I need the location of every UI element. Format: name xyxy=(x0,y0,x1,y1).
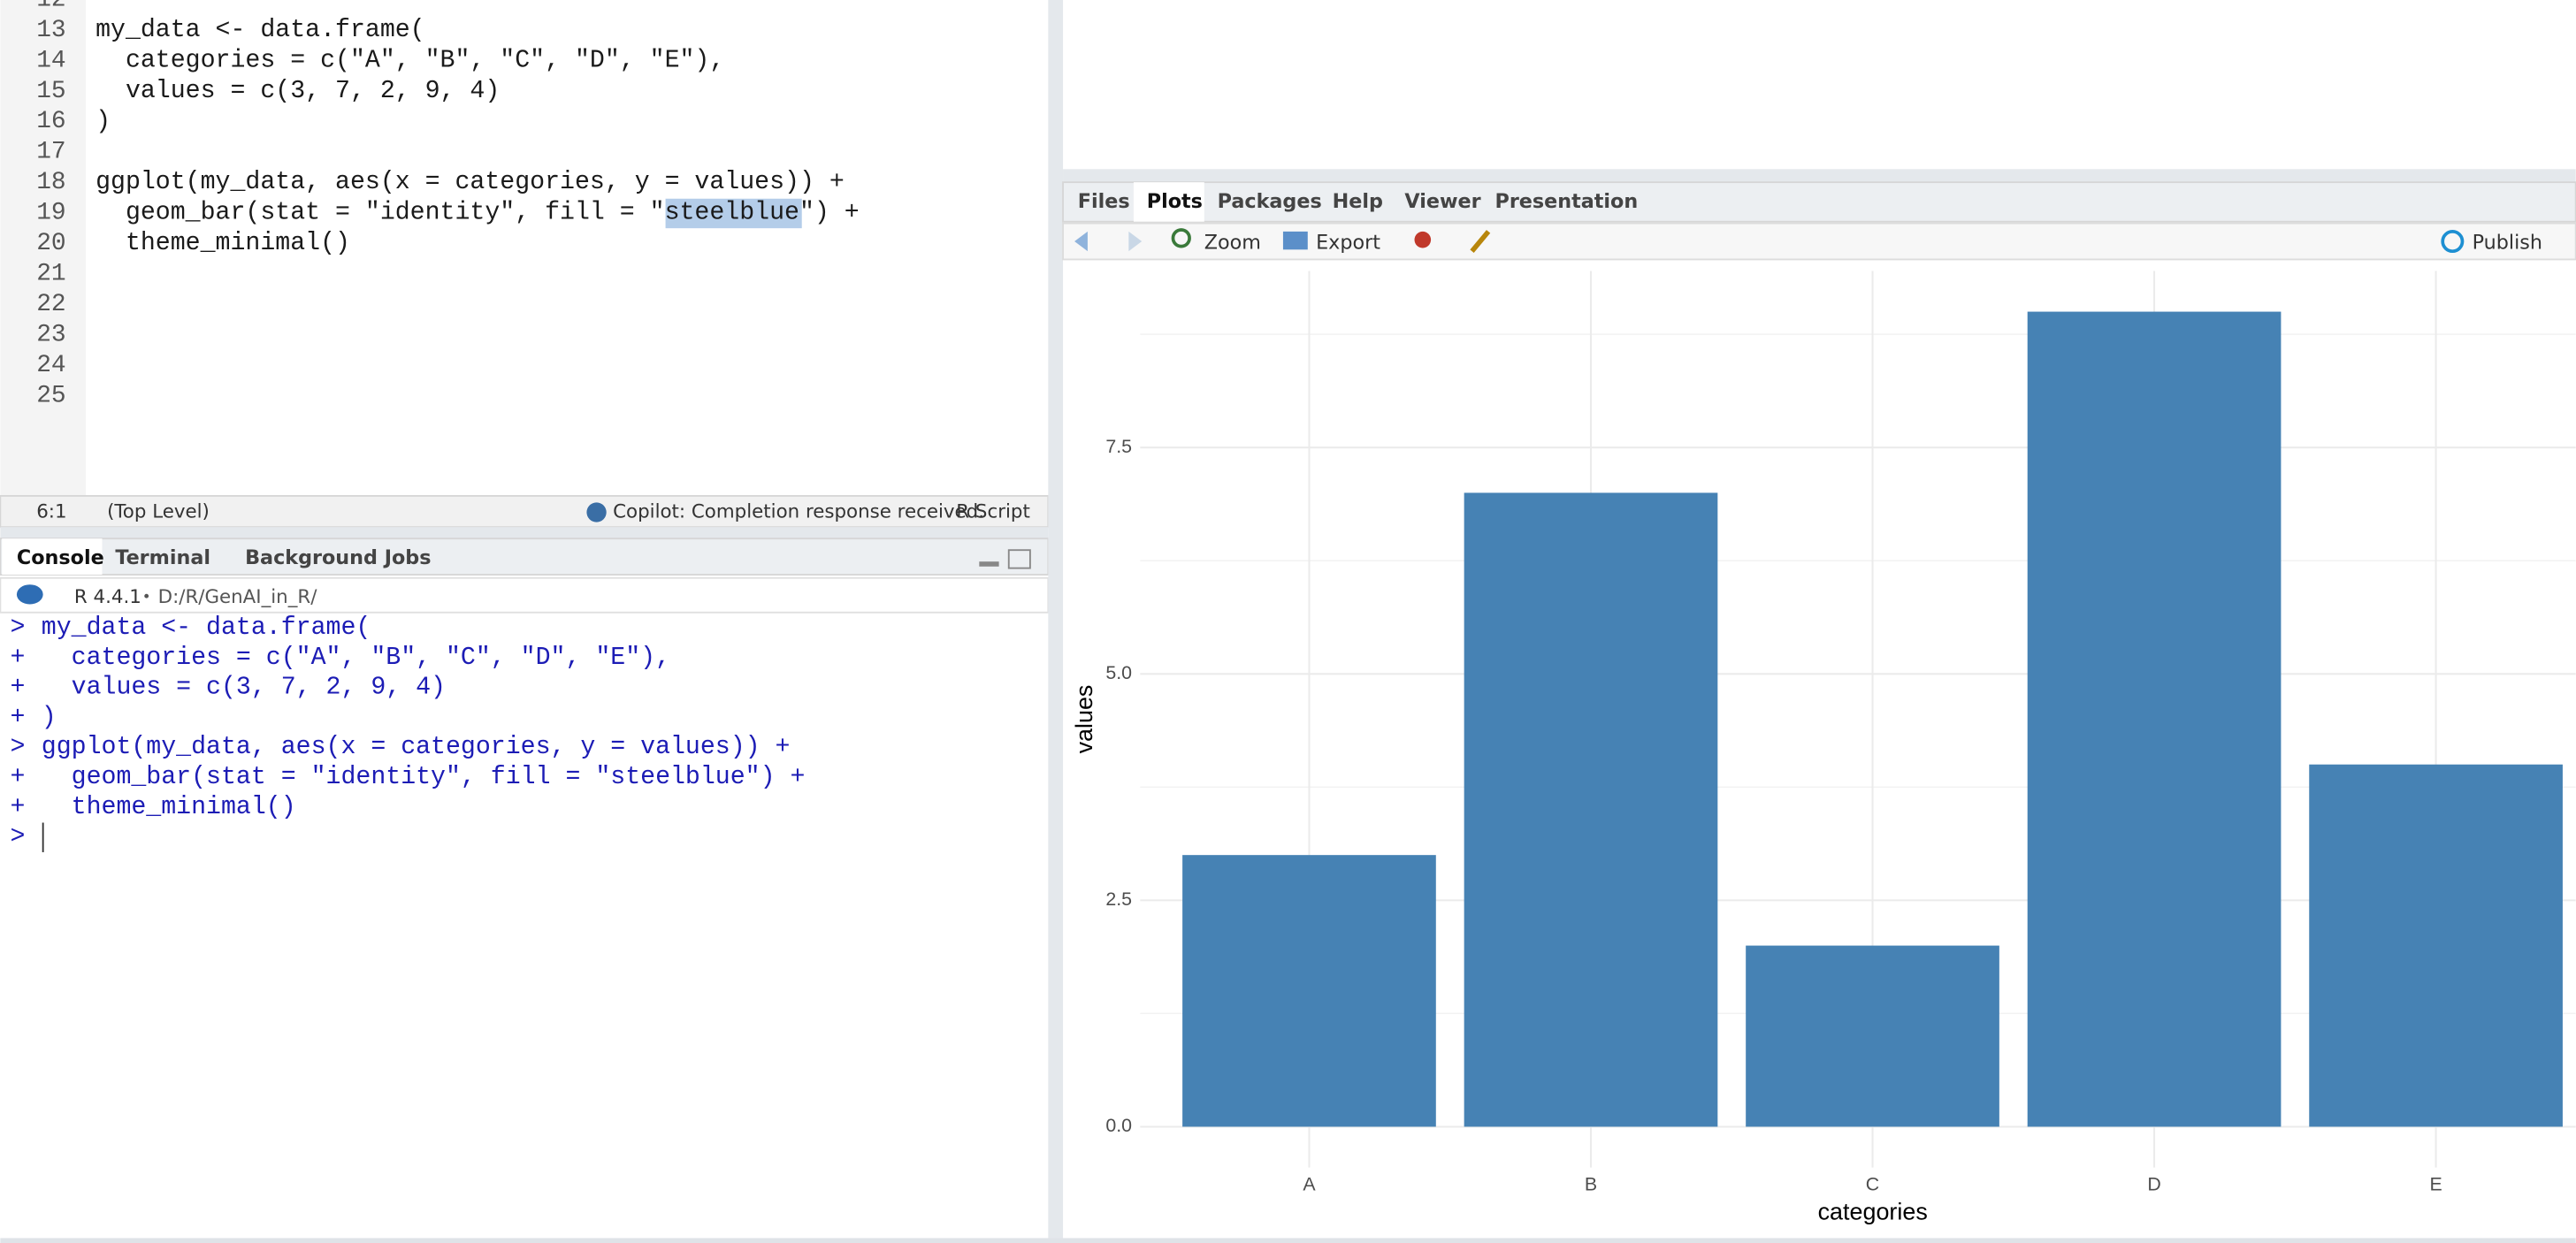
line-number: 25 xyxy=(36,382,65,409)
x-tick-label: D xyxy=(2147,1174,2160,1195)
separator xyxy=(144,593,149,599)
console-line: my_data <- data.frame( xyxy=(42,614,371,642)
x-tick-label: C xyxy=(1866,1174,1879,1195)
x-tick-label: B xyxy=(1585,1174,1597,1195)
r-logo xyxy=(16,584,43,605)
console-line: values = c(3, 7, 2, 9, 4) xyxy=(42,674,446,702)
console-prompt: > xyxy=(10,823,25,851)
y-axis-title: values xyxy=(1071,685,1097,754)
pane-tab[interactable]: Viewer xyxy=(1404,190,1480,213)
plots-toolbar xyxy=(1062,222,2576,261)
code-line: ) xyxy=(96,107,111,135)
line-number: 21 xyxy=(36,261,65,288)
y-tick-label: 5.0 xyxy=(1105,662,1132,683)
toolbar-button[interactable]: Publish xyxy=(2473,231,2542,254)
splitter xyxy=(1048,0,1064,1243)
x-tick-label: E xyxy=(2429,1174,2442,1195)
code-line: ggplot(my_data, aes(x = categories, y = … xyxy=(96,168,845,196)
export-icon[interactable] xyxy=(1282,231,1308,250)
bar xyxy=(2027,311,2282,1127)
pane-tab[interactable]: Help xyxy=(1333,190,1383,213)
console-line: categories = c("A", "B", "C", "D", "E"), xyxy=(42,644,670,672)
console-prompt: + xyxy=(10,674,25,702)
gutter xyxy=(0,0,86,496)
status-message: Copilot: Completion response received. xyxy=(613,500,984,522)
x-tick-label: A xyxy=(1303,1174,1316,1195)
console-prompt: + xyxy=(10,763,25,791)
plots-tabbar xyxy=(1062,181,2576,223)
line-number: 19 xyxy=(36,200,65,227)
pane-tab[interactable]: Plots xyxy=(1147,190,1203,213)
clear-icon[interactable] xyxy=(1470,230,1491,253)
code-line: theme_minimal() xyxy=(96,229,350,257)
working-dir: D:/R/GenAI_in_R/ xyxy=(158,586,318,608)
pane-tab[interactable]: Presentation xyxy=(1495,190,1639,213)
zoom-icon[interactable] xyxy=(1171,228,1191,248)
line-number: 12 xyxy=(36,0,65,13)
minimize-button[interactable] xyxy=(979,561,999,567)
line-number: 16 xyxy=(36,108,65,135)
console-prompt: + xyxy=(10,703,25,731)
line-number: 23 xyxy=(36,321,65,348)
code-line: my_data <- data.frame( xyxy=(96,16,425,44)
pane-tab[interactable]: Files xyxy=(1078,190,1130,213)
info-icon xyxy=(586,502,607,522)
selection xyxy=(665,198,802,229)
line-number: 22 xyxy=(36,291,65,318)
bar xyxy=(1182,855,1436,1127)
code-line: geom_bar(stat = "identity", fill = "stee… xyxy=(96,199,860,227)
remove-icon[interactable] xyxy=(1414,231,1432,248)
line-number: 15 xyxy=(36,78,65,105)
back-button[interactable] xyxy=(1074,231,1088,252)
splitter xyxy=(1063,169,2576,183)
splitter xyxy=(0,527,1049,539)
line-number: 18 xyxy=(36,169,65,196)
toolbar-button[interactable]: Export xyxy=(1316,231,1380,254)
console-line: geom_bar(stat = "identity", fill = "stee… xyxy=(42,763,806,791)
bar xyxy=(2309,764,2563,1127)
console-header xyxy=(0,576,1050,614)
maximize-button[interactable] xyxy=(1007,549,1031,569)
y-tick-label: 2.5 xyxy=(1105,888,1132,910)
line-number: 17 xyxy=(36,139,65,166)
console-prompt: > xyxy=(10,614,25,642)
y-tick-label: 7.5 xyxy=(1105,436,1132,457)
active-tab xyxy=(1133,182,1204,222)
console-line: ) xyxy=(42,703,57,731)
console-prompt: + xyxy=(10,793,25,821)
toolbar-button[interactable]: Zoom xyxy=(1204,231,1261,254)
line-number: 13 xyxy=(36,17,65,44)
cursor-position: 6:1 xyxy=(36,500,66,522)
scope[interactable]: (Top Level) xyxy=(107,500,210,522)
file-type[interactable]: R Script xyxy=(956,500,1030,522)
bar xyxy=(1746,945,1999,1127)
bar xyxy=(1464,492,1718,1127)
code-line: values = c(3, 7, 2, 9, 4) xyxy=(96,77,500,105)
console-line: theme_minimal() xyxy=(42,793,296,821)
pane-tab[interactable]: Packages xyxy=(1218,190,1322,213)
console-tab[interactable]: Background Jobs xyxy=(245,546,431,569)
console-tab[interactable]: Console xyxy=(17,546,104,569)
console-prompt: > xyxy=(10,733,25,761)
x-axis-title: categories xyxy=(1818,1199,1928,1225)
console-tab[interactable]: Terminal xyxy=(115,546,210,569)
line-number: 14 xyxy=(36,47,65,74)
code-line: categories = c("A", "B", "C", "D", "E"), xyxy=(96,46,724,74)
console-prompt: + xyxy=(10,644,25,672)
line-number: 20 xyxy=(36,230,65,257)
active-tab xyxy=(2,538,103,576)
bottom-border xyxy=(0,1238,2576,1243)
forward-button[interactable] xyxy=(1128,231,1143,252)
console-tabbar xyxy=(0,538,1050,576)
line-number: 24 xyxy=(36,352,65,379)
r-version: R 4.4.1 xyxy=(74,586,141,608)
console-line: ggplot(my_data, aes(x = categories, y = … xyxy=(42,733,791,761)
y-tick-label: 0.0 xyxy=(1105,1115,1132,1136)
publish-icon[interactable] xyxy=(2441,230,2465,254)
